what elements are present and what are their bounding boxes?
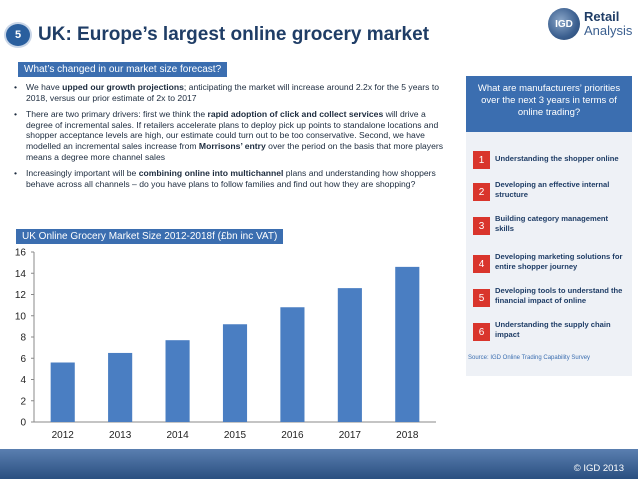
- x-tick-label: 2012: [52, 430, 75, 441]
- bullet-text: ; anticipating the market will increase …: [26, 82, 439, 103]
- bullet-bold: upped our growth projections: [62, 82, 184, 92]
- x-tick-label: 2015: [224, 430, 247, 441]
- bullet-bold: combining online into multichannel: [138, 168, 284, 179]
- priority-text: Developing an effective internal structu…: [495, 180, 610, 199]
- priority-item: 6 Understanding the supply chain impact: [473, 320, 629, 346]
- bullet-text: Increasingly important will be: [26, 168, 139, 179]
- chart-title-label: UK Online Grocery Market Size 2012-2018f…: [16, 229, 284, 244]
- y-tick-label: 4: [20, 375, 26, 386]
- logo-line-2: Analysis: [584, 23, 633, 38]
- y-tick-label: 12: [15, 290, 27, 301]
- bullet-text: over the period on the basis that more p…: [26, 140, 444, 162]
- priorities-header: What are manufacturers’ priorities over …: [466, 76, 632, 132]
- bullet-item: There are two primary drivers: first we …: [12, 109, 452, 162]
- priority-number: 3: [473, 217, 490, 235]
- priority-text: Understanding the supply chain impact: [495, 320, 611, 339]
- y-tick-label: 10: [15, 311, 27, 322]
- bar-2012: [50, 362, 75, 422]
- logo-wordmark: Retail Analysis: [584, 10, 632, 38]
- priority-item: 1 Understanding the shopper online: [473, 148, 629, 174]
- x-tick-label: 2016: [281, 430, 304, 441]
- copyright: © IGD 2013: [573, 463, 624, 474]
- x-tick-label: 2014: [166, 430, 189, 441]
- priority-text: Developing tools to understand the finan…: [495, 286, 623, 305]
- x-tick-label: 2018: [396, 430, 419, 441]
- bullet-item: Increasingly important will be combining…: [12, 168, 452, 189]
- market-size-bar-chart: 0 2 4 6 8 10 12 14 16 2012 2013 2014 2015 2016 2017 201…: [15, 248, 436, 441]
- footer-bar: [0, 449, 638, 479]
- priority-number: 4: [473, 255, 490, 273]
- bar-2014: [165, 340, 190, 422]
- igd-logo-mark: IGD: [548, 8, 580, 40]
- priority-text: Developing marketing solutions for entir…: [495, 252, 623, 271]
- bullet-text: We have: [26, 82, 63, 92]
- bullet-text: will drive a degree of incremental sales…: [26, 109, 439, 151]
- bar-2013: [108, 352, 133, 422]
- bullet-bold: Morrisons’ entry: [198, 140, 266, 151]
- igd-logo: IGD Retail Analysis: [548, 8, 638, 40]
- source-note: Source: IGD Online Trading Capability Su…: [468, 355, 591, 361]
- y-tick-label: 6: [20, 354, 26, 365]
- bar-2016: [280, 307, 305, 422]
- priority-item: 5 Developing tools to understand the fin…: [473, 286, 629, 312]
- y-tick-label: 0: [20, 418, 26, 429]
- priority-item: 2 Developing an effective internal struc…: [473, 180, 629, 206]
- bullet-list: We have upped our growth projections; an…: [12, 82, 452, 195]
- slide-number-badge: 5: [6, 24, 30, 46]
- x-tick-label: 2017: [339, 430, 362, 441]
- priority-item: 3 Building category management skills: [473, 214, 629, 240]
- bullet-item: We have upped our growth projections; an…: [12, 82, 452, 103]
- y-tick-label: 14: [15, 269, 27, 280]
- bullet-bold: rapid adoption of click and collect serv…: [207, 109, 384, 120]
- priority-number: 5: [473, 289, 490, 307]
- priority-text: Building category management skills: [495, 214, 609, 233]
- bar-2018: [395, 266, 420, 422]
- bar-2017: [337, 288, 362, 422]
- y-tick-label: 8: [20, 333, 26, 344]
- bar-2015: [222, 324, 248, 422]
- y-tick-label: 16: [15, 248, 27, 259]
- x-tick-label: 2013: [109, 430, 132, 441]
- priorities-panel: What are manufacturers’ priorities over …: [466, 76, 632, 376]
- priority-item: 4 Developing marketing solutions for ent…: [473, 252, 629, 278]
- market-forecast-label: What’s changed in our market size foreca…: [18, 62, 228, 77]
- logo-line-1: Retail: [584, 9, 620, 24]
- priority-number: 2: [473, 183, 490, 201]
- priority-text: Understanding the shopper online: [495, 154, 619, 163]
- bullet-text: plans and understanding how shoppers beh…: [26, 168, 436, 189]
- priority-number: 1: [473, 151, 490, 169]
- priority-number: 6: [473, 323, 490, 341]
- y-tick-label: 2: [20, 396, 26, 407]
- page-title: UK: Europe’s largest online grocery mark…: [38, 24, 430, 45]
- bullet-text: There are two primary drivers: first we …: [26, 109, 208, 120]
